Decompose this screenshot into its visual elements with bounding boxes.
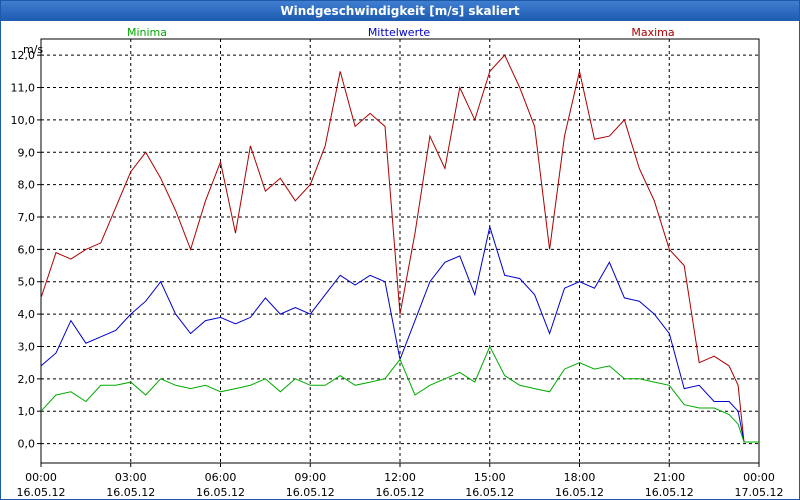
y-tick-label: 6,0 [18,243,36,256]
y-tick-label: 7,0 [18,211,36,224]
y-tick-label: 8,0 [18,179,36,192]
series-maxima-line [40,54,759,443]
series-mittelwerte-line [40,224,759,443]
x-tick-date: 16.05.12 [17,486,66,499]
legend-maxima: Maxima [631,26,674,39]
y-tick-label: 10,0 [11,114,36,127]
series-layer [40,54,759,443]
x-tick-time: 12:00 [384,471,416,484]
series-minima-line [40,345,759,443]
y-tick-label: 5,0 [18,276,36,289]
y-tick-label: 4,0 [18,308,36,321]
x-tick-time: 00:00 [25,471,57,484]
chart-title: Windgeschwindigkeit [m/s] skaliert [1,1,799,21]
x-tick-time: 06:00 [205,471,237,484]
grid [41,39,759,463]
x-tick-date: 16.05.12 [555,486,604,499]
x-tick-time: 03:00 [115,471,147,484]
x-tick-time: 09:00 [294,471,326,484]
y-tick-label: 9,0 [18,146,36,159]
x-tick-date: 17.05.12 [735,486,784,499]
x-tick-date: 16.05.12 [196,486,245,499]
y-axis-label: m/s [23,43,43,56]
x-tick-date: 16.05.12 [286,486,335,499]
x-tick-date: 16.05.12 [465,486,514,499]
x-tick-date: 16.05.12 [376,486,425,499]
x-tick-time: 21:00 [653,471,685,484]
x-tick-time: 15:00 [474,471,506,484]
y-tick-label: 12,0 [11,49,36,62]
x-tick-date: 16.05.12 [106,486,155,499]
y-tick-label: 2,0 [18,373,36,386]
y-tick-label: 0,0 [18,438,36,451]
x-tick-time: 18:00 [564,471,596,484]
y-tick-label: 11,0 [11,82,36,95]
legend-mittelwerte: Mittelwerte [368,26,431,39]
x-tick-date: 16.05.12 [645,486,694,499]
y-tick-label: 3,0 [18,340,36,353]
legend: Minima Mittelwerte Maxima [127,26,675,39]
legend-minima: Minima [127,26,167,39]
x-tick-time: 00:00 [743,471,775,484]
y-tick-label: 1,0 [18,405,36,418]
axis-labels: 0,0 1,0 2,0 3,0 4,0 5,0 6,0 7,0 8,0 9,0 10,0 11,0 12… [11,49,784,499]
